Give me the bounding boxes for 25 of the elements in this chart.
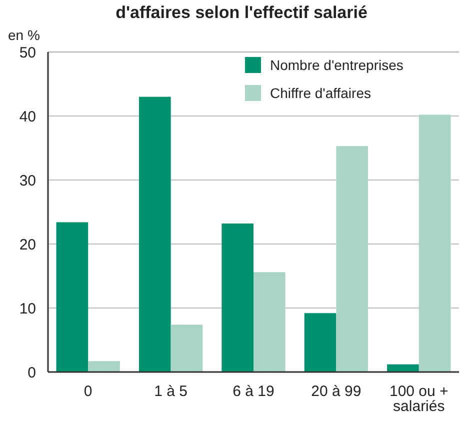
bar [418, 114, 451, 372]
y-axis-title: en % [8, 27, 40, 43]
bar [138, 96, 171, 372]
bar [254, 272, 286, 372]
y-tick-label: 0 [28, 364, 36, 382]
x-tick-label: 1 à 5 [154, 383, 188, 400]
bar [304, 313, 336, 372]
x-tick-label: 20 à 99 [311, 383, 362, 400]
x-tick-label: 6 à 19 [232, 383, 274, 400]
y-tick-label: 40 [19, 108, 36, 126]
bar [88, 361, 120, 372]
chart-title: d'affaires selon l'effectif salarié [116, 3, 368, 22]
bar [170, 324, 203, 372]
bar [222, 224, 254, 372]
legend-label: Nombre d'entreprises [270, 56, 404, 73]
legend-label: Chiffre d'affaires [270, 84, 371, 101]
bar [56, 222, 88, 372]
x-tick-label: 100 ou + salariés [389, 383, 449, 415]
x-tick-label: 0 [84, 383, 92, 400]
bar [336, 146, 368, 372]
y-tick-label: 30 [19, 172, 36, 190]
y-tick-label: 50 [19, 44, 36, 62]
bar [387, 364, 419, 372]
y-tick-label: 10 [19, 300, 36, 318]
y-tick-label: 20 [19, 236, 36, 254]
